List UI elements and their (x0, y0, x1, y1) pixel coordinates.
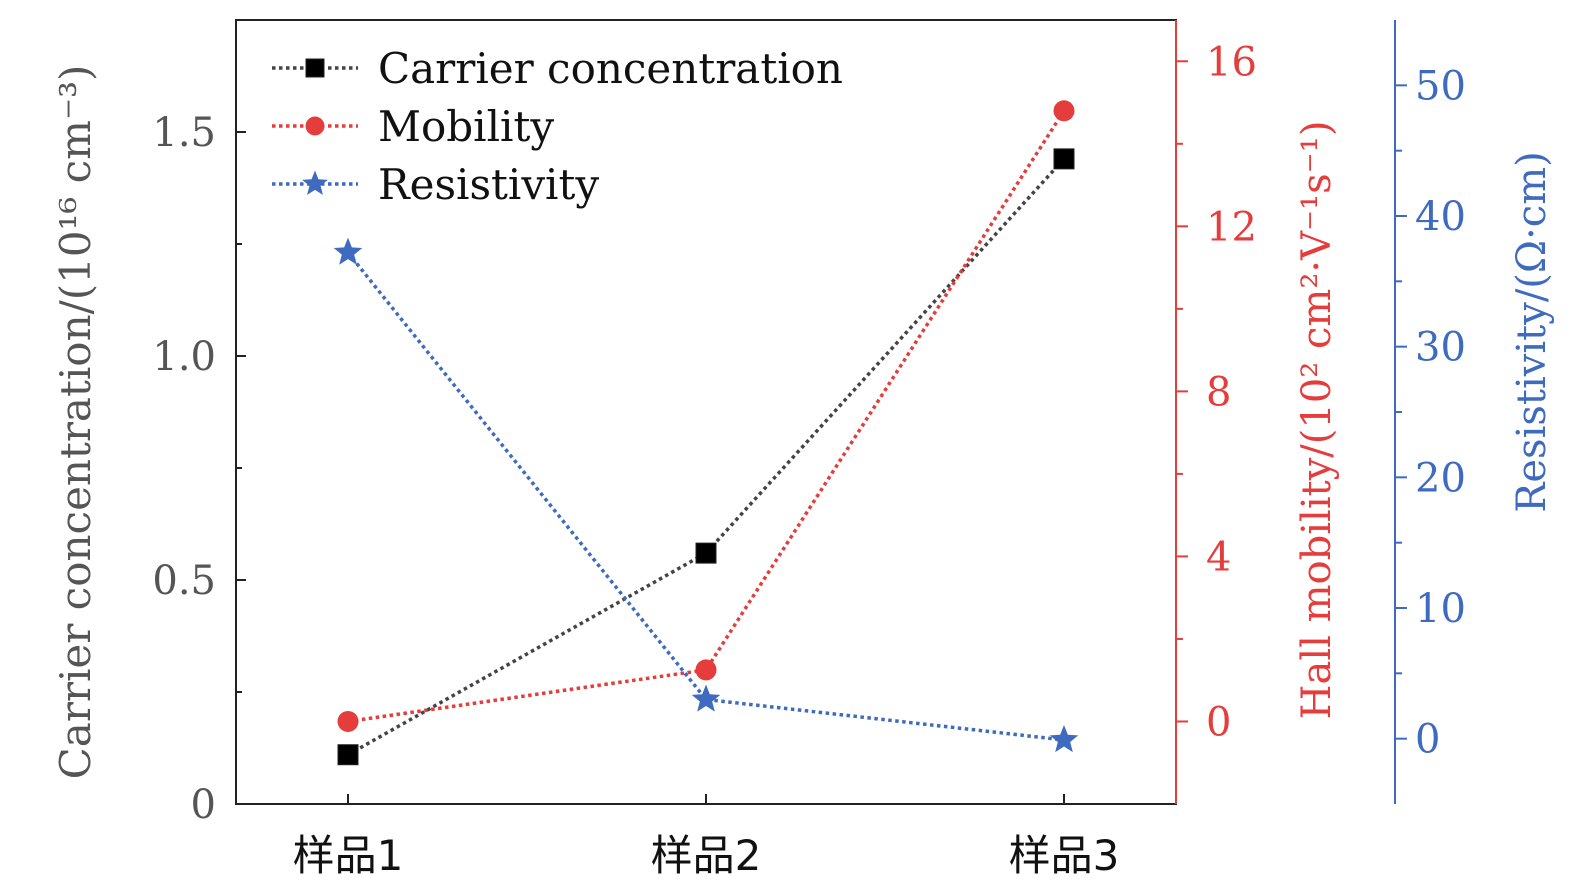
left-axis-tick-label: 1.5 (152, 110, 216, 156)
mobility-axis-tick-label: 16 (1206, 39, 1257, 85)
legend-item: Resistivity (272, 160, 599, 209)
resistivity-axis-tick-label: 50 (1415, 63, 1466, 109)
left-axis-tick-label: 1.0 (152, 334, 216, 380)
resistivity-axis-tick-label: 10 (1415, 586, 1466, 632)
x-axis-tick-label: 样品2 (651, 831, 762, 880)
resistivity-axis-tick-label: 0 (1415, 717, 1440, 763)
carrier-concentration-data-point (337, 744, 359, 766)
legend-marker (305, 58, 325, 78)
resistivity-axis-tick-label: 30 (1415, 325, 1466, 371)
legend-item: Carrier concentration (272, 44, 843, 93)
mobility-data-point (337, 710, 359, 732)
left-axis-title: Carrier concentration/(10¹⁶ cm⁻³) (51, 65, 100, 780)
mobility-data-point (1053, 100, 1075, 122)
mobility-axis-title: Hall mobility/(10² cm²·V⁻¹s⁻¹) (1294, 121, 1340, 720)
mobility-axis-tick-label: 0 (1206, 699, 1231, 745)
x-axis-tick-label: 样品3 (1009, 831, 1120, 880)
left-axis-tick-label: 0.5 (152, 558, 216, 604)
resistivity-data-point (1049, 724, 1079, 753)
legend-label: Carrier concentration (378, 44, 843, 93)
legend-label: Resistivity (378, 160, 599, 209)
resistivity-data-point (333, 237, 363, 265)
resistivity-axis-title: Resistivity/(Ω·cm) (1509, 151, 1555, 512)
axes-layer: 0 0.5 1.0 1.5 Carrier concentration/(10¹⁶ cm… (51, 19, 1555, 880)
legend-label: Mobility (378, 102, 554, 151)
resistivity-data-point (691, 684, 721, 712)
mobility-axis-tick-label: 12 (1206, 204, 1257, 250)
legend: Carrier concentration Mobility Resistivity (272, 44, 843, 209)
x-axis-tick-label: 样品1 (293, 831, 404, 880)
carrier-concentration-series-line (347, 157, 1066, 757)
resistivity-series-line (346, 251, 1065, 742)
legend-marker (305, 116, 325, 136)
mobility-series-line (347, 109, 1066, 724)
carrier-concentration-data-point (1053, 148, 1075, 170)
series-layer (333, 100, 1079, 766)
resistivity-axis-tick-label: 40 (1415, 194, 1466, 240)
carrier-concentration-data-point (695, 542, 717, 564)
left-axis-tick-label: 0 (191, 782, 216, 828)
mobility-data-point (695, 659, 717, 681)
legend-marker (302, 170, 328, 195)
resistivity-axis-tick-label: 20 (1415, 455, 1466, 501)
mobility-axis-tick-label: 4 (1206, 534, 1231, 580)
legend-item: Mobility (272, 102, 554, 151)
mobility-axis-tick-label: 8 (1206, 369, 1231, 415)
